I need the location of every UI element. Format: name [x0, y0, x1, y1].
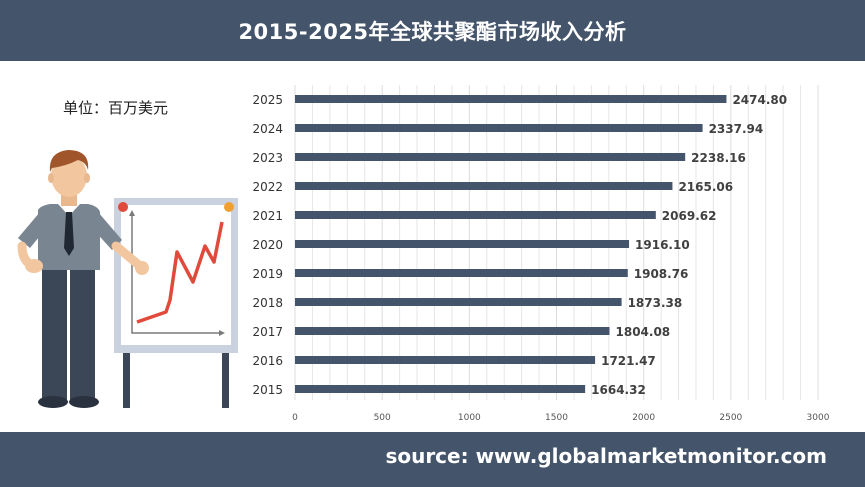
- source-text: source: www.globalmarketmonitor.com: [385, 444, 827, 468]
- x-tick-label: 1000: [458, 413, 481, 423]
- bar: [295, 356, 596, 364]
- category-label: 2018: [252, 296, 283, 310]
- unit-label: 单位：百万美元: [63, 99, 169, 117]
- header-band: 2015-2025年全球共聚酯市场收入分析: [0, 0, 865, 61]
- data-label: 1804.08: [616, 325, 671, 339]
- labels: 0 500 1000 1500 2000 2500 3000 2025 2474.80 2024 2…: [252, 93, 829, 423]
- bar: [295, 95, 727, 103]
- data-label: 1721.47: [601, 354, 656, 368]
- footer-band: source: www.globalmarketmonitor.com: [0, 432, 865, 487]
- chart-board-icon: [114, 198, 238, 408]
- category-label: 2025: [252, 93, 283, 107]
- x-tick-label: 2500: [719, 413, 742, 423]
- bar: [295, 240, 630, 248]
- bar: [295, 153, 686, 161]
- data-label: 2238.16: [691, 151, 746, 165]
- x-tick-label: 1500: [545, 413, 568, 423]
- x-tick-label: 500: [374, 413, 391, 423]
- data-label: 1908.76: [634, 267, 689, 281]
- category-label: 2019: [252, 267, 283, 281]
- data-label: 2474.80: [732, 93, 787, 107]
- category-label: 2021: [252, 209, 283, 223]
- category-label: 2016: [252, 354, 283, 368]
- data-label: 1873.38: [628, 296, 683, 310]
- data-label: 2165.06: [678, 180, 733, 194]
- category-label: 2015: [252, 383, 283, 397]
- page-title: 2015-2025年全球共聚酯市场收入分析: [238, 19, 627, 44]
- data-label: 2069.62: [662, 209, 717, 223]
- bar: [295, 327, 610, 335]
- data-label: 1916.10: [635, 238, 690, 252]
- category-label: 2024: [252, 122, 283, 136]
- x-tick-label: 3000: [807, 413, 830, 423]
- bar: [295, 182, 673, 190]
- bar: [295, 385, 586, 393]
- bars: [295, 95, 727, 393]
- bar: [295, 211, 656, 219]
- x-tick-label: 0: [292, 413, 298, 423]
- data-label: 1664.32: [591, 383, 646, 397]
- x-tick-label: 2000: [632, 413, 655, 423]
- bar: [295, 298, 622, 306]
- bar: [295, 124, 703, 132]
- category-label: 2022: [252, 180, 283, 194]
- bar: [295, 269, 628, 277]
- category-label: 2023: [252, 151, 283, 165]
- data-label: 2337.94: [709, 122, 764, 136]
- category-label: 2020: [252, 238, 283, 252]
- category-label: 2017: [252, 325, 283, 339]
- presenter-icon: [17, 150, 149, 408]
